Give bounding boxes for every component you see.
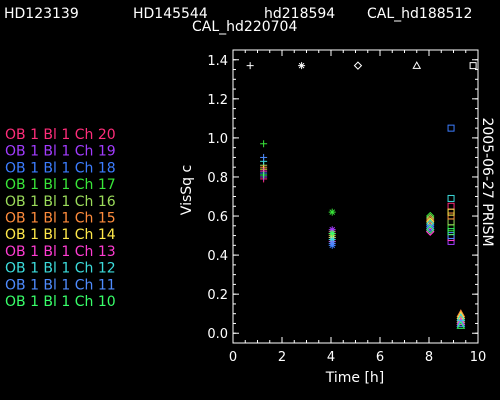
- x-tick-label: 8: [425, 350, 433, 365]
- data-point: [447, 228, 455, 236]
- data-point: [328, 208, 336, 216]
- header-star-3: hd218594: [264, 6, 335, 22]
- data-point: [447, 237, 455, 245]
- data-point: [426, 211, 435, 221]
- legend-entry: OB 1 Bl 1 Ch 12: [5, 261, 116, 277]
- legend-entry: OB 1 Bl 1 Ch 16: [5, 194, 116, 210]
- header-star-2: HD145544: [133, 6, 208, 22]
- data-point: [260, 153, 268, 161]
- legend-entry: OB 1 Bl 1 Ch 20: [5, 127, 116, 143]
- star-marker-row: [246, 61, 477, 70]
- data-point: [260, 140, 268, 148]
- data-point: [426, 219, 435, 229]
- data-points: [260, 124, 466, 329]
- y-tick-label: 1.4: [207, 54, 228, 69]
- y-tick-label: 0.6: [207, 210, 228, 225]
- data-point: [426, 215, 435, 225]
- star-marker-asterisk: [298, 62, 306, 70]
- plot-axes: 0 2 4 6 8 10 0.0 0.2 0.4 0.6 0.8 1.0 1.2 1.4: [207, 49, 487, 365]
- data-point: [426, 225, 435, 234]
- y-axis-label: VisSq c: [179, 165, 195, 215]
- y-tick-label: 0.0: [207, 327, 228, 342]
- x-tick-label: 2: [278, 350, 286, 365]
- plot-frame: [232, 49, 479, 344]
- data-point: [426, 217, 435, 227]
- data-point: [328, 239, 336, 247]
- data-point: [447, 212, 455, 220]
- star-marker-plus: [246, 62, 254, 70]
- y-tick-label: 0.2: [207, 288, 228, 303]
- data-point: [447, 202, 455, 210]
- legend-entry: OB 1 Bl 1 Ch 13: [5, 244, 116, 260]
- data-point: [456, 309, 466, 317]
- header-star-4: CAL_hd188512: [367, 6, 472, 22]
- data-point: [447, 234, 455, 242]
- legend-entry: OB 1 Bl 1 Ch 18: [5, 160, 116, 176]
- data-point: [447, 232, 455, 240]
- data-point: [426, 223, 435, 232]
- legend-entry: OB 1 Bl 1 Ch 17: [5, 177, 116, 193]
- y-tick-label: 1.2: [207, 93, 228, 108]
- data-point: [456, 320, 466, 329]
- x-tick-label: 4: [327, 350, 335, 365]
- star-marker-square: [469, 62, 477, 70]
- data-point: [456, 316, 466, 325]
- data-point: [447, 224, 455, 232]
- data-point: [447, 194, 455, 202]
- y-tick-label: 0.8: [207, 171, 228, 186]
- data-point: [426, 213, 435, 223]
- star-marker-diamond: [353, 61, 363, 70]
- data-point: [447, 218, 455, 226]
- legend-entry: OB 1 Bl 1 Ch 19: [5, 144, 116, 160]
- legend-entry: OB 1 Bl 1 Ch 15: [5, 211, 116, 227]
- x-tick-label: 0: [229, 350, 237, 365]
- data-point: [447, 208, 455, 216]
- date-prism-label: 2005-06-27 PRISM: [479, 117, 495, 246]
- legend-entry: OB 1 Bl 1 Ch 11: [5, 277, 116, 293]
- star-marker-triangle: [412, 61, 422, 69]
- legend-entry: OB 1 Bl 1 Ch 14: [5, 227, 116, 243]
- x-tick-label: 6: [376, 350, 384, 365]
- x-axis-label: Time [h]: [325, 370, 385, 386]
- y-tick-label: 0.4: [207, 249, 228, 264]
- data-point: [328, 230, 336, 238]
- data-point: [456, 318, 466, 327]
- x-tick-label: 10: [470, 350, 487, 365]
- data-point: [260, 171, 268, 179]
- y-tick-label: 1.0: [207, 132, 228, 147]
- legend-entry: OB 1 Bl 1 Ch 10: [5, 294, 116, 310]
- header-star-1: HD123139: [4, 6, 79, 22]
- header-star-5: CAL_hd220704: [192, 19, 297, 35]
- data-point: [447, 124, 455, 132]
